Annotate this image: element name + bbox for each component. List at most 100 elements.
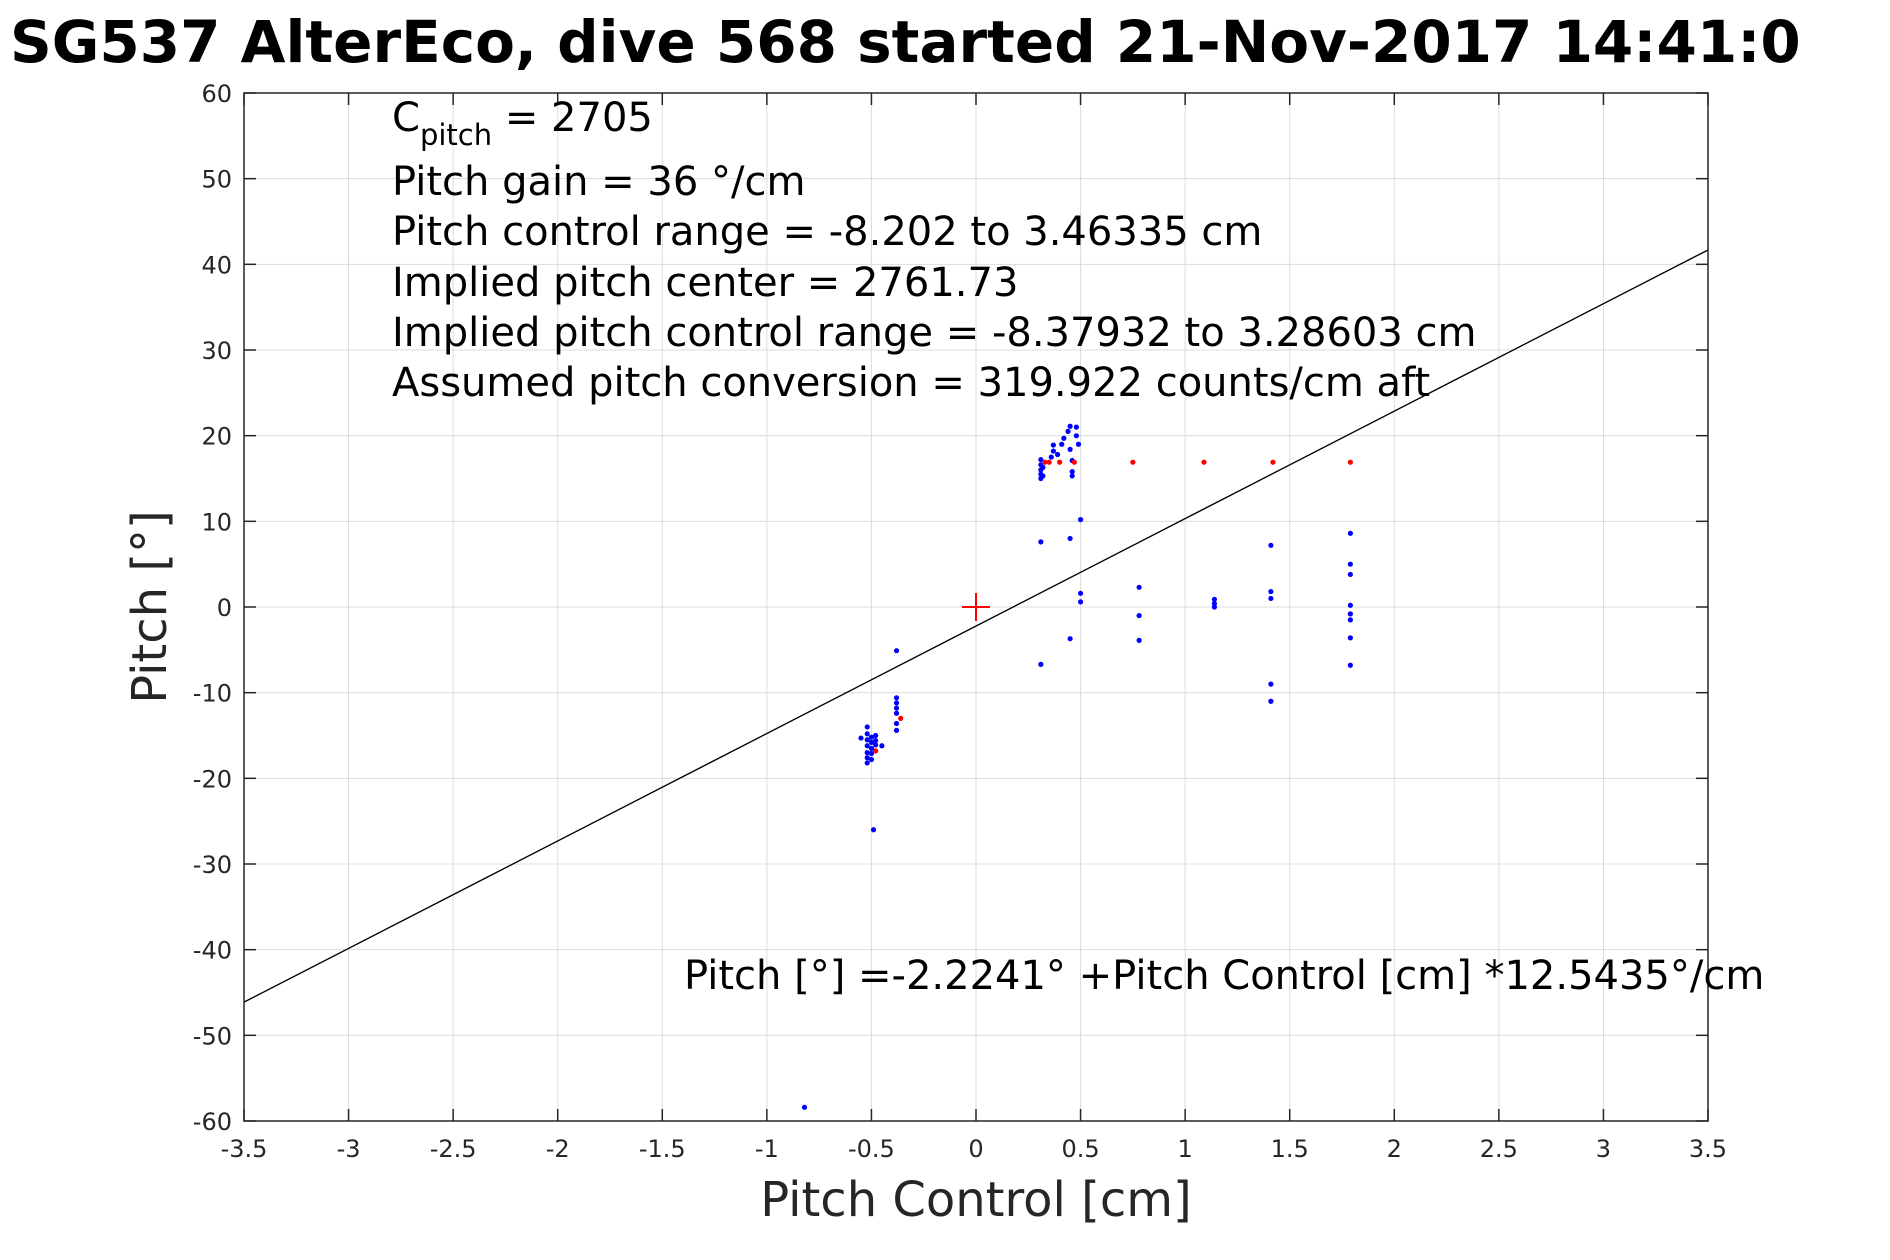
data-point [864,724,870,730]
data-point [1347,459,1353,465]
data-point [1057,459,1063,465]
y-tick-label: 60 [201,80,232,108]
y-tick-label: 40 [201,251,232,279]
chart-title: SG537 AlterEco, dive 568 started 21-Nov-… [10,8,1801,76]
data-point [1347,602,1353,608]
data-point [1050,448,1056,454]
data-point [1054,451,1061,458]
x-tick-label: 0.5 [1061,1135,1099,1163]
data-point [1268,698,1274,704]
data-point [864,750,870,756]
data-point [1067,535,1073,542]
y-tick-label: 0 [217,594,232,622]
x-tick-label: 1 [1178,1135,1193,1163]
data-point [1211,604,1218,610]
data-point [864,731,870,737]
data-point [1073,433,1079,439]
x-tick-label: -0.5 [848,1135,895,1163]
annotation-implied-range: Implied pitch control range = -8.37932 t… [392,310,1476,356]
data-point [1038,539,1044,545]
data-point [893,727,900,733]
annotation-pitch-gain: Pitch gain = 36 °/cm [392,159,805,205]
data-points [801,423,1353,1110]
data-point [1347,611,1353,617]
data-point [1130,459,1136,465]
axis-ticks [243,92,1709,1122]
x-axis-label: Pitch Control [cm] [760,1172,1191,1228]
x-tick-label: 3.5 [1689,1135,1727,1163]
series-1 [873,459,1353,754]
data-point [873,732,879,739]
data-point [893,720,900,727]
data-point [893,700,900,706]
data-point [1347,561,1353,567]
annotation-pitch-control-range: Pitch control range = -8.202 to 3.46335 … [392,209,1262,255]
x-tick-label: -1 [755,1135,779,1163]
center-marker-layer [962,593,990,621]
fit-line [243,249,1709,1003]
data-point [1211,596,1218,602]
data-point [1347,530,1353,536]
c-pitch-symbol: C [392,95,420,141]
data-point [893,648,900,654]
data-point [1268,595,1274,602]
fit-line-layer [243,249,1709,1003]
x-tick-label: -2.5 [430,1135,477,1163]
data-point [1347,662,1353,668]
data-point [870,827,877,833]
data-point [1268,588,1274,595]
x-tick-label: 2 [1387,1135,1402,1163]
x-tick-label: 1.5 [1271,1135,1309,1163]
data-point [1077,517,1084,523]
y-tick-label: -40 [193,937,232,965]
data-point [1077,599,1084,605]
data-point [893,705,900,711]
y-tick-label: -20 [193,765,232,793]
data-point [1136,612,1142,619]
data-point [858,735,864,741]
annotation-assumed-conversion: Assumed pitch conversion = 319.922 count… [392,360,1430,406]
data-point [873,742,879,748]
data-point [864,760,870,766]
data-point [1069,473,1075,479]
data-point [1042,459,1048,465]
data-point [1073,424,1079,430]
series-0 [801,423,1353,1110]
c-pitch-subscript: pitch [420,118,492,152]
data-point [1136,637,1142,644]
x-tick-labels: -3.5 -3 -2.5 -2 -1.5 -1 -0.5 0 0.5 1 1.5 2 2.5 3 3.5 [221,1135,1728,1163]
data-point [1077,590,1084,596]
annotation-c-pitch: Cpitch = 2705 [392,95,653,152]
data-point [868,745,875,751]
x-tick-label: -3.5 [221,1135,268,1163]
data-point [893,695,900,701]
data-point [1136,584,1142,590]
data-point [893,710,900,716]
annotation-implied-center: Implied pitch center = 2761.73 [392,260,1018,306]
x-tick-label: 3 [1596,1135,1611,1163]
data-point [1061,435,1067,441]
data-point [1347,571,1353,578]
data-point [801,1104,808,1110]
data-point [1069,469,1075,475]
data-point [868,739,875,745]
data-point [1347,617,1353,623]
data-point [868,756,875,763]
data-point [1038,661,1044,667]
data-point [1065,428,1071,434]
x-tick-label: 2.5 [1480,1135,1518,1163]
data-point [864,755,870,761]
y-tick-label: 10 [201,508,232,536]
data-point [868,750,875,757]
x-tick-label: -3 [337,1135,361,1163]
data-point [1040,473,1046,479]
data-point [1050,442,1056,448]
data-point [1040,464,1046,470]
data-point [1067,636,1073,642]
data-point [864,743,870,749]
data-point [879,743,885,749]
data-point [1048,454,1054,460]
data-point [1201,459,1207,465]
y-tick-label: 50 [201,166,232,194]
